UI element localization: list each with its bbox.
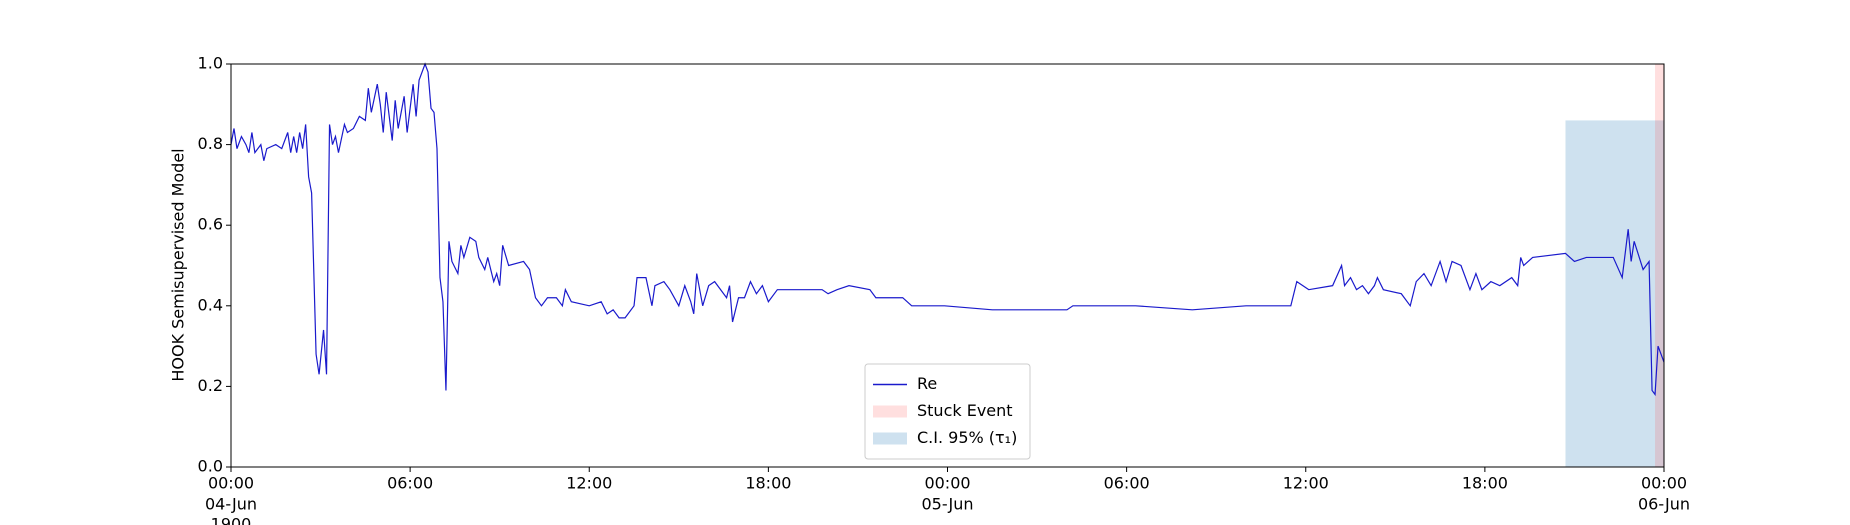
shaded-region [1655,64,1664,467]
y-tick-label: 0.6 [198,215,223,234]
x-tick-label: 18:00 [745,474,791,493]
x-tick-label: 00:00 [924,474,970,493]
x-tick-label: 00:00 [1641,474,1687,493]
y-tick-label: 0.2 [198,376,223,395]
y-tick-label: 0.4 [198,295,223,314]
legend-label: Stuck Event [917,401,1013,420]
y-tick-label: 1.0 [198,54,223,73]
shaded-region [1565,120,1664,468]
x-year-label: 1900 [211,515,252,525]
x-tick-label: 06:00 [387,474,433,493]
y-tick-label: 0.8 [198,134,223,153]
x-date-label: 06-Jun [1638,495,1690,514]
y-axis-label: HOOK Semisupervised Model [169,148,188,381]
x-tick-label: 00:00 [208,474,254,493]
x-tick-label: 06:00 [1104,474,1150,493]
x-tick-label: 18:00 [1462,474,1508,493]
legend-patch [873,432,907,445]
legend: Re Stuck Event C.I. 95% (τ₁) [864,363,1031,460]
y-tick-label: 0.0 [198,457,223,476]
x-tick-label: 12:00 [566,474,612,493]
x-date-label: 04-Jun [205,495,257,514]
legend-label: C.I. 95% (τ₁) [917,428,1017,447]
x-tick-label: 12:00 [1283,474,1329,493]
legend-box [864,363,1031,460]
legend-label: Re [917,374,937,393]
x-date-label: 05-Jun [921,495,973,514]
data-line [230,62,1665,397]
legend-patch [873,405,907,418]
